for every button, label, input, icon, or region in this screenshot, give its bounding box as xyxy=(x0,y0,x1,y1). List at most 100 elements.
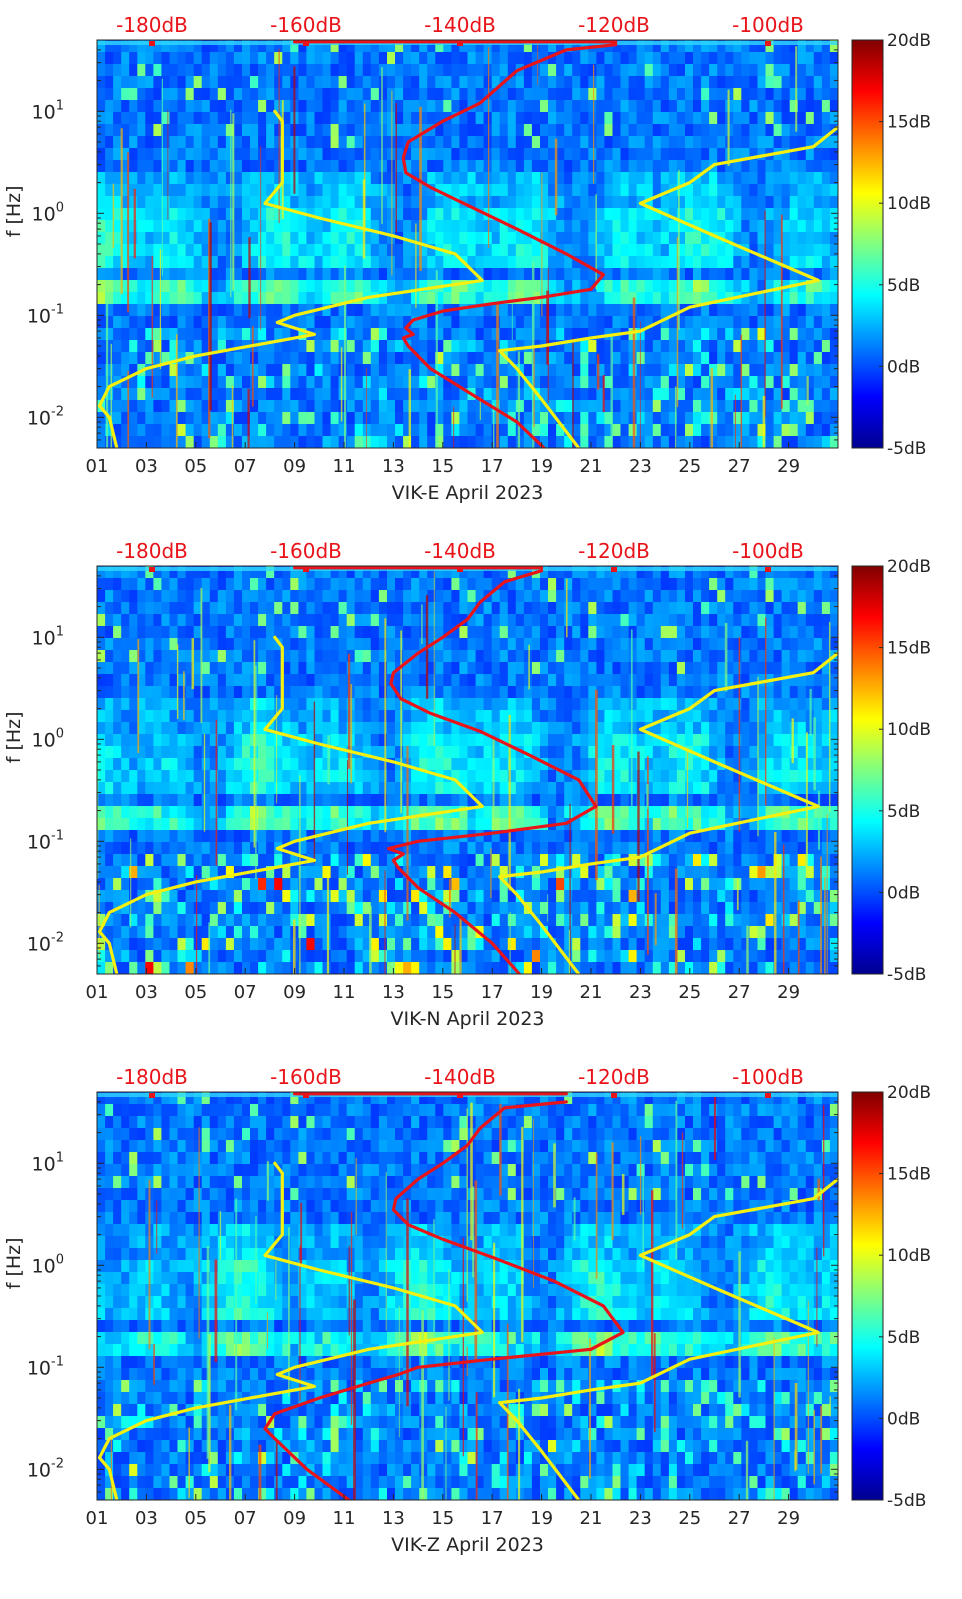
heatmap-cell xyxy=(250,244,259,257)
heatmap-cell xyxy=(233,710,243,723)
heatmap-cell xyxy=(298,64,308,77)
heatmap-cell xyxy=(387,770,396,783)
heatmap-cell xyxy=(523,220,533,233)
heatmap-cell xyxy=(105,662,114,675)
heatmap-cell xyxy=(209,100,219,113)
heatmap-cell xyxy=(395,304,404,317)
heatmap-cell xyxy=(250,902,259,915)
heatmap-cell xyxy=(217,304,227,317)
heatmap-cell xyxy=(483,662,493,675)
heatmap-cell xyxy=(153,818,163,831)
heatmap-cell xyxy=(652,220,662,233)
heatmap-cell xyxy=(185,782,195,795)
heatmap-cell xyxy=(483,686,493,699)
heatmap-cell xyxy=(258,758,267,771)
heatmap-cell xyxy=(258,710,267,723)
heatmap-cell xyxy=(733,256,742,269)
heatmap-cell xyxy=(612,376,622,389)
heatmap-cell xyxy=(330,220,340,233)
heatmap-cell xyxy=(145,890,154,903)
heatmap-cell xyxy=(564,232,573,245)
heatmap-cell xyxy=(193,722,203,735)
heatmap-cell xyxy=(596,136,606,149)
heatmap-cell xyxy=(346,914,356,927)
heatmap-cell xyxy=(580,76,589,89)
heatmap-cell xyxy=(411,818,420,831)
heatmap-cell xyxy=(97,854,106,867)
heatmap-cell xyxy=(370,638,380,651)
heatmap-cell xyxy=(306,578,316,591)
heatmap-cell xyxy=(169,244,179,257)
heatmap-cell xyxy=(266,674,275,687)
heatmap-cell xyxy=(314,602,324,615)
heatmap-cell xyxy=(105,590,114,603)
heatmap-cell xyxy=(805,364,815,377)
heatmap-cell xyxy=(789,40,799,53)
heatmap-cell xyxy=(242,914,251,927)
heatmap-cell xyxy=(411,950,420,963)
heatmap-cell xyxy=(177,926,187,939)
heatmap-cell xyxy=(797,100,807,113)
heatmap-cell xyxy=(411,722,420,735)
heatmap-cell xyxy=(209,710,219,723)
heatmap-cell xyxy=(346,376,356,389)
heatmap-cell xyxy=(209,758,219,771)
heatmap-cell xyxy=(137,902,146,915)
heatmap-cell xyxy=(225,950,235,963)
heatmap-cell xyxy=(749,412,759,425)
heatmap-cell xyxy=(370,172,380,185)
heatmap-cell xyxy=(177,686,187,699)
heatmap-cell xyxy=(185,160,195,173)
heatmap-cell xyxy=(121,746,130,759)
heatmap-cell xyxy=(225,316,235,329)
heatmap-cell xyxy=(217,388,227,401)
heatmap-cell xyxy=(749,232,759,245)
heatmap-cell xyxy=(137,292,146,305)
heatmap-cell xyxy=(733,436,742,448)
heatmap-cell xyxy=(338,328,348,341)
heatmap-cell xyxy=(419,866,428,879)
heatmap-cell xyxy=(435,962,444,974)
heatmap-cell xyxy=(403,184,412,197)
heatmap-cell xyxy=(274,854,283,867)
heatmap-cell xyxy=(137,340,146,353)
heatmap-cell xyxy=(797,244,807,257)
heatmap-cell xyxy=(153,878,163,891)
heatmap-cell xyxy=(233,590,243,603)
heatmap-cell xyxy=(242,292,251,305)
heatmap-cell xyxy=(580,148,589,161)
heatmap-cell xyxy=(717,412,726,425)
heatmap-cell xyxy=(411,890,420,903)
heatmap-cell xyxy=(105,746,114,759)
top-axis-label: -120dB xyxy=(578,13,650,37)
heatmap-cell xyxy=(644,328,654,341)
heatmap-cell xyxy=(709,220,718,233)
heatmap-cell xyxy=(805,64,815,77)
heatmap-cell xyxy=(322,626,332,639)
heatmap-cell xyxy=(185,364,195,377)
heatmap-cell xyxy=(523,400,533,413)
heatmap-cell xyxy=(725,412,734,425)
heatmap-cell xyxy=(177,388,187,401)
heatmap-cell xyxy=(411,638,420,651)
heatmap-cell xyxy=(564,244,573,257)
heatmap-cell xyxy=(515,76,525,89)
heatmap-cell xyxy=(419,112,428,125)
heatmap-cell xyxy=(362,388,372,401)
heatmap-cell xyxy=(330,160,340,173)
heatmap-cell xyxy=(193,364,203,377)
heatmap-cell xyxy=(362,88,372,101)
heatmap-cell xyxy=(427,854,436,867)
heatmap-cell xyxy=(387,436,396,448)
heatmap-cell xyxy=(403,698,412,711)
heatmap-cell xyxy=(467,866,477,879)
heatmap-cell xyxy=(459,88,469,101)
heatmap-cell xyxy=(306,602,316,615)
heatmap-cell xyxy=(233,734,243,747)
heatmap-cell xyxy=(685,76,694,89)
heatmap-cell xyxy=(161,184,171,197)
heatmap-cell xyxy=(644,400,654,413)
heatmap-cell xyxy=(475,602,485,615)
heatmap-cell xyxy=(362,566,372,579)
